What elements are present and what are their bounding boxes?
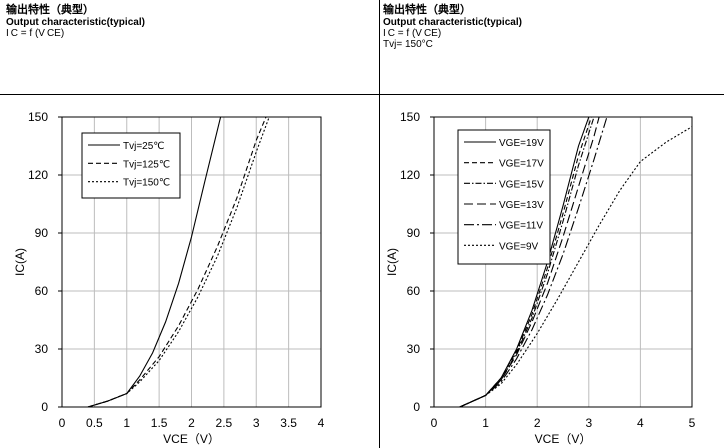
c0-plot-frame xyxy=(61,116,322,408)
right-panel-subtitle: Output characteristic(typical) xyxy=(383,17,522,28)
c1-y-tick-label: 0 xyxy=(413,400,420,414)
c1-x-tick-label: 4 xyxy=(637,416,644,430)
c1-y-tick-label: 60 xyxy=(407,284,421,298)
c0-y-tick-label: 60 xyxy=(35,284,49,298)
c1-series-line-5 xyxy=(459,126,693,408)
chart-1: 0 1 2 3 4 50306090120150VCE（V）IC(A)VGE=19VVGE… xyxy=(385,110,696,446)
c0-y-tick-label: 0 xyxy=(41,400,48,414)
c1-plot-frame xyxy=(433,116,693,408)
c1-legend-entry: VGE=11V xyxy=(499,221,543,232)
c0-x-axis-label: VCE（V） xyxy=(163,432,220,446)
c0-legend: Tvj=25℃ Tvj=125℃ Tvj=150℃ xyxy=(81,132,181,199)
c1-y-tick-label: 90 xyxy=(407,226,421,240)
right-panel-formula: I C = f (V CE) xyxy=(383,28,442,39)
c1-series-line-3 xyxy=(459,116,600,408)
left-panel-title: 输出特性（典型） xyxy=(6,4,94,16)
c0-y-tick-label: 150 xyxy=(28,110,48,124)
right-panel-header: 输出特性（典型） Output characteristic(typical) … xyxy=(383,0,723,50)
c1-legend-box xyxy=(457,129,551,265)
c1-legend-entry: VGE=15V xyxy=(499,179,544,190)
c0-legend-entry: Tvj=25℃ xyxy=(123,141,165,152)
c0-x-tick-label: 2 xyxy=(188,416,195,430)
panel-divider xyxy=(379,0,380,448)
c1-x-tick-label: 3 xyxy=(585,416,592,430)
c1-series-line-2 xyxy=(459,116,595,408)
right-panel-condition: Tvj= 150°C xyxy=(383,39,433,50)
c0-y-axis-label: IC(A) xyxy=(13,248,27,276)
left-panel-subtitle: Output characteristic(typical) xyxy=(6,17,145,28)
c1-y-tick-label: 30 xyxy=(407,342,421,356)
chart-0: 0 0.5 1 1.5 2 2.5 3 3.5 4 0 30 60 90 120 150 VCE（V） IC(A… xyxy=(13,110,325,446)
c0-series-line-1 xyxy=(87,116,267,408)
c1-x-tick-label: 5 xyxy=(689,416,696,430)
c0-series-line-0 xyxy=(87,116,222,408)
c1-y-axis-label: IC(A) xyxy=(385,248,399,276)
c0-x-tick-label: 4 xyxy=(318,416,325,430)
c1-x-tick-label: 2 xyxy=(534,416,541,430)
c1-legend: VGE=19V VGE=17V VGE=15V VGE=13V VGE=11V VGE=9… xyxy=(457,129,551,265)
c0-x-tick-label: 1 xyxy=(123,416,130,430)
c0-x-tick-label: 3.5 xyxy=(280,416,297,430)
c0-x-tick-label: 2.5 xyxy=(216,416,233,430)
c1-legend-entry: VGE=19V xyxy=(499,138,544,149)
c1-y-tick-label: 120 xyxy=(400,168,420,182)
c1-x-tick-label: 1 xyxy=(482,416,489,430)
c1-x-axis-label: VCE（V） xyxy=(535,432,592,446)
c0-legend-entry: Tvj=150℃ xyxy=(123,178,170,189)
c0-x-tick-label: 3 xyxy=(253,416,260,430)
c0-legend-entry: Tvj=125℃ xyxy=(123,159,170,170)
c0-y-tick-label: 90 xyxy=(35,226,49,240)
c0-y-tick-label: 120 xyxy=(28,168,48,182)
c0-legend-box xyxy=(81,132,181,199)
c1-series-line-4 xyxy=(459,116,608,408)
c1-x-tick-label: 0 xyxy=(431,416,438,430)
c1-legend-entry: VGE=13V xyxy=(499,200,544,211)
c0-y-tick-label: 30 xyxy=(35,342,49,356)
left-panel-header: 输出特性（典型） Output characteristic(typical) … xyxy=(6,0,346,39)
c1-legend-entry: VGE=17V xyxy=(499,159,544,170)
left-panel-formula: I C = f (V CE) xyxy=(6,28,65,39)
c0-x-tick-label: 0 xyxy=(59,416,66,430)
c0-x-tick-label: 1.5 xyxy=(151,416,168,430)
c1-y-tick-label: 150 xyxy=(400,110,420,124)
c0-x-tick-label: 0.5 xyxy=(86,416,103,430)
right-panel-title: 输出特性（典型） xyxy=(383,4,471,16)
c1-legend-entry: VGE=9V xyxy=(499,241,539,252)
header-divider xyxy=(0,94,724,95)
